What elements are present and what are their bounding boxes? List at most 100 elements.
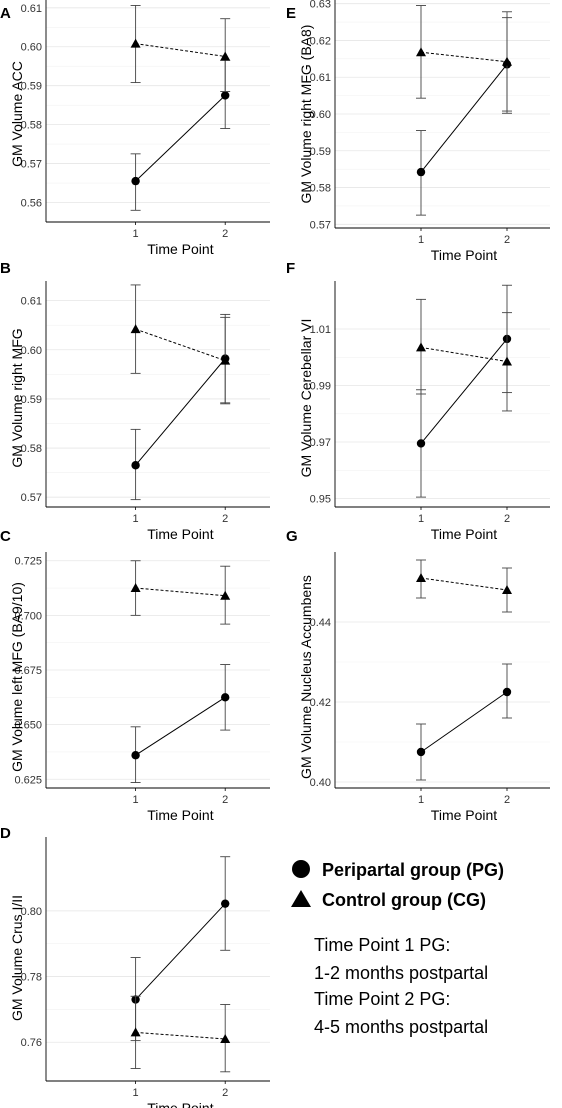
cg-series-line [135,1031,226,1040]
cg-series-line [135,587,226,597]
legend-label-cg: Control group (CG) [322,890,486,910]
y-tick-label: 0.57 [21,159,42,171]
pg-data-point [416,747,426,757]
chart-panel-b: 0.57 0.58 0.59 0.60 0.61 1 2 Time Point GM Volum… [0,260,270,542]
y-tick-label: 0.58 [310,183,331,195]
cg-data-point [130,1027,141,1037]
y-axis-title: GM Volume left MFG (BA9/10) [9,582,25,772]
x-axis-title: Time Point [431,807,498,823]
y-axis-title: GM Volume right MFG [9,328,25,467]
pg-series-line [420,691,508,753]
pg-data-point [416,167,426,177]
note-line-4: 4-5 months postpartal [314,1017,488,1037]
x-tick-label: 2 [222,228,228,240]
pg-series-line [135,696,226,756]
y-tick-label: 0.675 [14,665,42,677]
y-tick-label: 0.61 [310,72,331,84]
cg-data-point [220,590,231,600]
cg-data-point [416,573,426,582]
cg-data-point [130,38,141,48]
y-tick-label: 0.59 [21,394,42,406]
x-tick-label: 2 [222,1087,228,1099]
x-tick-label: 2 [504,234,510,246]
y-tick-label: 0.78 [21,972,42,984]
y-tick-label: 0.61 [21,296,42,308]
panel-letter: B [0,260,11,277]
y-tick-label: 0.99 [310,381,331,393]
y-tick-label: 0.725 [14,556,42,568]
cg-data-point [416,342,426,352]
cg-data-point [220,1033,231,1043]
x-tick-label: 2 [222,513,228,525]
x-tick-label: 1 [133,228,139,240]
y-tick-label: 0.42 [310,697,331,709]
y-tick-label: 0.62 [310,35,331,47]
cg-series-line [135,43,226,57]
cg-data-point [502,585,512,594]
x-axis-title: Time Point [147,526,214,542]
note-line-1: Time Point 1 PG: [314,935,450,955]
pg-data-point [502,687,512,697]
cg-data-point [130,324,141,334]
cg-series-line [420,51,508,63]
pg-data-point [131,176,140,186]
panel-letter: A [0,5,11,22]
pg-data-point [416,439,426,448]
panel-letter: D [0,825,11,842]
pg-series-line [135,358,226,466]
chart-panel-f: 0.95 0.97 0.99 1.01 1 2 Time Point GM Volume Ce… [286,260,550,542]
cg-series-line [135,328,226,362]
y-tick-label: 0.76 [21,1037,42,1049]
legend-circle-marker [292,860,310,878]
y-axis-title: GM Volume ACC [9,61,25,167]
y-axis-title: GM Volume Nucleus Accumbens [298,575,314,779]
x-tick-label: 1 [418,794,424,806]
cg-data-point [130,583,141,593]
pg-series-line [420,64,508,173]
x-tick-label: 1 [133,794,139,806]
legend: Peripartal group (PG) Control group (CG) [291,860,504,910]
x-axis-title: Time Point [431,526,498,542]
legend-label-pg: Peripartal group (PG) [322,860,504,880]
y-tick-label: 0.700 [14,610,42,622]
y-tick-label: 1.01 [310,324,331,336]
y-tick-label: 0.95 [310,494,331,506]
pg-data-point [131,461,140,470]
cg-data-point [220,355,231,365]
y-axis-title: GM Volume Cerebellar VI [298,319,314,478]
x-axis-title: Time Point [147,807,214,823]
x-axis-title: Time Point [431,247,498,263]
x-tick-label: 1 [133,1087,139,1099]
pg-series-line [135,903,226,1000]
pg-data-point [131,751,140,760]
y-tick-label: 0.40 [310,777,331,789]
note-line-2: 1-2 months postpartal [314,963,488,983]
y-tick-label: 0.80 [21,906,42,918]
y-tick-label: 0.60 [21,345,42,357]
pg-series-line [420,338,508,444]
y-axis-title: GM Volume Crus I/II [9,895,25,1021]
x-tick-label: 2 [504,794,510,806]
y-tick-label: 0.625 [14,774,42,786]
chart-panel-g: 0.40 0.42 0.44 1 2 Time Point GM Volume Nucleu… [286,528,550,823]
chart-panel-a: 0.56 0.57 0.58 0.59 0.60 0.61 1 2 Time Point GM V… [0,0,270,257]
y-tick-label: 0.650 [14,720,42,732]
x-tick-label: 2 [222,794,228,806]
y-tick-label: 0.59 [21,81,42,93]
y-tick-label: 0.58 [21,443,42,455]
y-tick-label: 0.63 [310,0,331,11]
panel-letter: C [0,528,11,545]
cg-data-point [416,47,426,57]
cg-series-line [420,577,508,591]
chart-panel-e: 0.57 0.58 0.59 0.60 0.61 0.62 0.63 1 2 Time Point… [286,0,550,263]
y-tick-label: 0.59 [310,146,331,158]
x-tick-label: 1 [418,513,424,525]
panel-letter: E [286,5,296,22]
cg-data-point [220,51,231,61]
pg-data-point [221,899,230,908]
pg-data-point [221,91,230,100]
x-axis-title: Time Point [147,1100,214,1108]
y-tick-label: 0.60 [310,109,331,121]
chart-panel-c: 0.625 0.650 0.675 0.700 0.725 1 2 Time Point GM … [0,528,270,823]
